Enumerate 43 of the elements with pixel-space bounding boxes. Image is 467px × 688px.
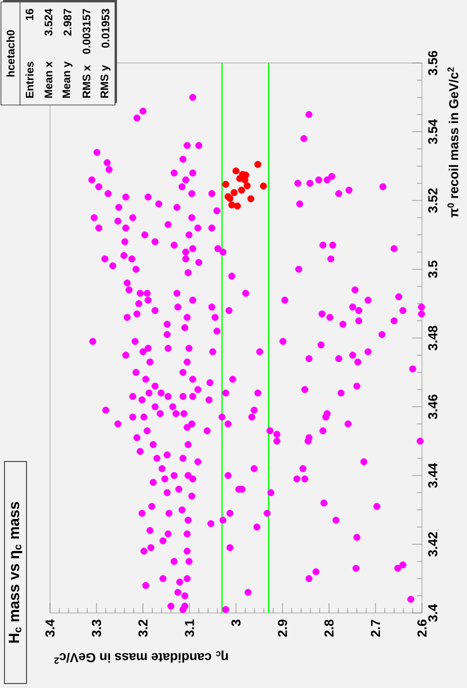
y-tick-label: 3.46 [428,394,438,420]
annotation: RMS y [100,65,110,98]
point [222,180,230,188]
text: Entries [25,62,34,98]
annotation: Mean y [62,61,72,98]
x-tick-label: 2.9 [278,620,288,637]
x-tick-label: 3.4 [45,619,55,637]
point [236,174,244,182]
x-tick-label: 2.6 [417,620,427,637]
x-tick-label: 3 [231,620,241,626]
point [228,201,236,208]
x-tick-label: 3.1 [184,620,194,637]
point [238,186,246,194]
x-axis-title: η$_{c}$ candidate mass in GeV/c$^{2}$ [54,650,228,664]
text: 16 [26,8,34,20]
text: H$_{c}$ mass vs η$_{c}$ mass [8,502,22,643]
y-tick-label: 3.5 [428,260,438,278]
annotation: RMS x [82,65,90,98]
x-tick-label: 3.3 [92,620,102,637]
y-tick-label: 3.56 [428,50,438,76]
y-tick-label: 3.42 [428,532,438,557]
y-tick-label: 3.4 [428,604,438,622]
text: 2.987 [64,9,72,36]
text: 0.003157 [82,9,90,54]
x-tick-label: 2.8 [324,620,334,637]
text: hcetach0 [6,30,15,76]
point [247,195,254,202]
point [232,167,240,174]
text: 3.524 [44,8,52,36]
point [244,182,251,190]
annotation: Mean x [44,61,52,98]
point [230,189,238,196]
y-tick-label: 3.44 [428,462,438,488]
text: 0.01953 [102,8,110,48]
point [234,202,241,210]
x-tick-label: 2.7 [370,620,380,637]
y-tick-label: 3.54 [428,119,438,144]
point [254,160,262,168]
y-tick-label: 3.52 [428,188,438,213]
point [260,182,267,190]
x-tick-label: 3.2 [138,620,148,637]
y-tick-label: 3.48 [428,326,438,350]
y-axis-title: π$^{0}$ recoil mass in GeV/c$^{2}$ [448,67,458,218]
